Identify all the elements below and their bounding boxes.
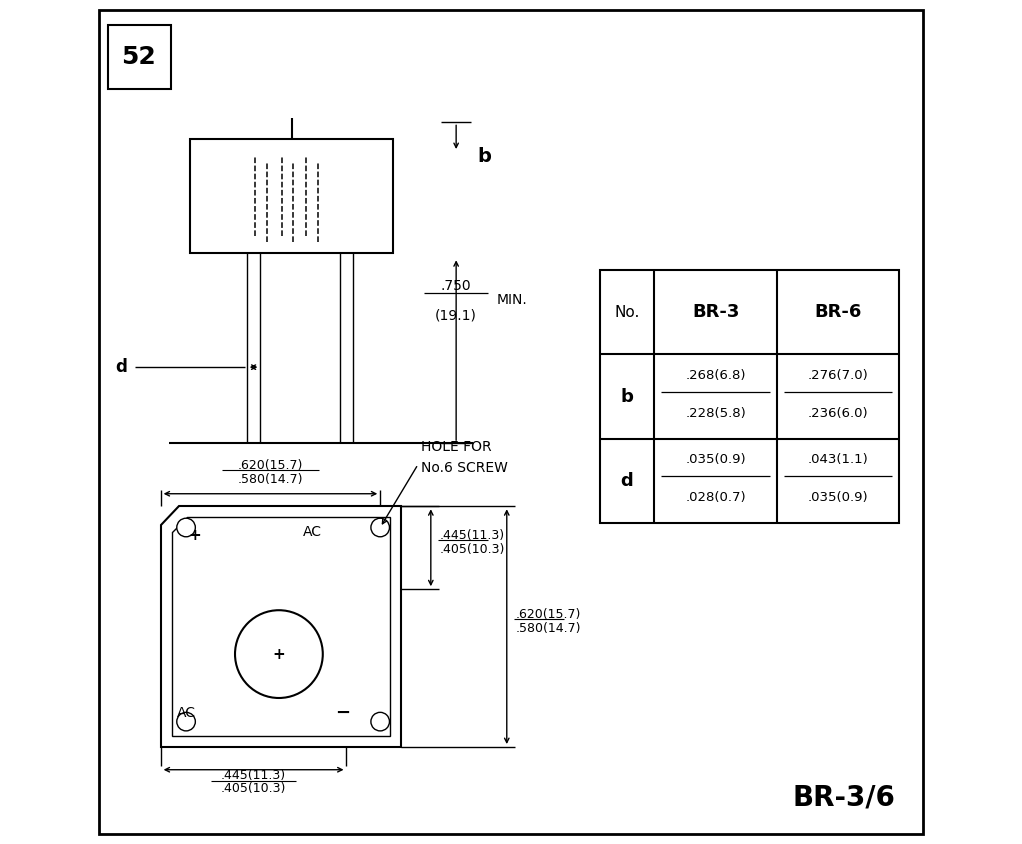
Text: .268(6.8): .268(6.8) xyxy=(686,369,746,382)
Polygon shape xyxy=(172,517,390,736)
Polygon shape xyxy=(160,506,402,747)
Text: No.6 SCREW: No.6 SCREW xyxy=(421,462,508,475)
Text: −: − xyxy=(334,704,350,722)
Text: AC: AC xyxy=(304,525,322,538)
Text: AC: AC xyxy=(177,706,195,720)
Text: b: b xyxy=(620,387,634,406)
Text: BR-3/6: BR-3/6 xyxy=(792,783,895,812)
Text: .228(5.8): .228(5.8) xyxy=(686,407,746,420)
Text: .580(14.7): .580(14.7) xyxy=(515,622,580,635)
Text: .035(0.9): .035(0.9) xyxy=(686,453,746,467)
Circle shape xyxy=(177,712,195,731)
Text: BR-3: BR-3 xyxy=(692,303,739,322)
Text: HOLE FOR: HOLE FOR xyxy=(421,441,492,454)
Text: (19.1): (19.1) xyxy=(435,308,477,322)
Text: .580(14.7): .580(14.7) xyxy=(238,473,304,486)
Text: .405(10.3): .405(10.3) xyxy=(439,543,505,556)
Text: .620(15.7): .620(15.7) xyxy=(238,458,304,472)
Text: d: d xyxy=(115,358,127,376)
Text: d: d xyxy=(620,472,634,490)
Circle shape xyxy=(371,518,389,537)
Text: MIN.: MIN. xyxy=(497,294,527,307)
Circle shape xyxy=(235,610,323,698)
Text: .620(15.7): .620(15.7) xyxy=(515,608,580,620)
Circle shape xyxy=(371,712,389,731)
Text: b: b xyxy=(477,147,492,165)
Text: +: + xyxy=(188,528,201,544)
Text: .405(10.3): .405(10.3) xyxy=(221,782,286,795)
Text: +: + xyxy=(273,647,285,662)
Text: BR-6: BR-6 xyxy=(815,303,862,322)
Text: .445(11.3): .445(11.3) xyxy=(439,528,505,542)
Text: 52: 52 xyxy=(122,46,156,69)
Text: No.: No. xyxy=(614,305,640,320)
Text: .750: .750 xyxy=(440,279,471,293)
Text: .276(7.0): .276(7.0) xyxy=(807,369,869,382)
Bar xyxy=(190,139,392,253)
Text: .236(6.0): .236(6.0) xyxy=(807,407,869,420)
Text: .445(11.3): .445(11.3) xyxy=(221,769,286,782)
Bar xyxy=(107,25,171,89)
Circle shape xyxy=(177,518,195,537)
Text: .028(0.7): .028(0.7) xyxy=(686,491,746,505)
Bar xyxy=(600,270,899,523)
Text: .043(1.1): .043(1.1) xyxy=(807,453,869,467)
Text: .035(0.9): .035(0.9) xyxy=(807,491,869,505)
